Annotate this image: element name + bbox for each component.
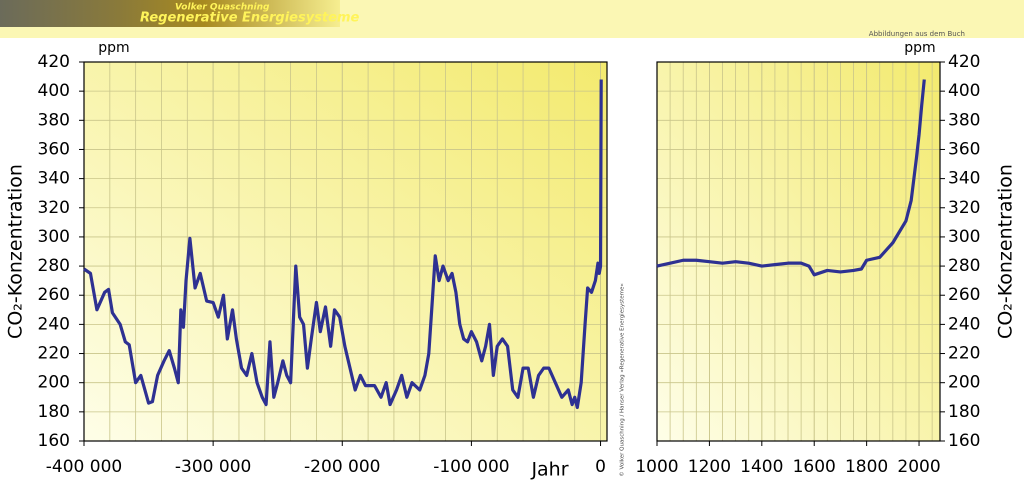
plot-frame bbox=[83, 61, 608, 442]
y-tick-label: 200 bbox=[38, 373, 70, 393]
y-tick-label: 420 bbox=[948, 52, 980, 72]
y-tick-label: 180 bbox=[948, 402, 980, 422]
y-tick-label: 180 bbox=[38, 402, 70, 422]
x-tick-label: 1800 bbox=[845, 457, 888, 477]
y-tick-label: 340 bbox=[948, 169, 980, 189]
y-axis-label: CO₂-Konzentration bbox=[5, 164, 27, 339]
y-tick-label: 380 bbox=[948, 110, 980, 130]
y-tick-label: 240 bbox=[948, 314, 980, 334]
y-tick-label: 400 bbox=[948, 81, 980, 101]
unit-label: ppm bbox=[98, 40, 129, 56]
plots: 160 180 200 220 240 260 280 300 320 340 360 380 400 4… bbox=[5, 40, 1017, 481]
data-line bbox=[83, 79, 603, 410]
header-note: Abbildungen aus dem Buch bbox=[869, 30, 965, 38]
y-tick-label: 160 bbox=[38, 431, 70, 451]
plot-area bbox=[657, 62, 940, 441]
y-tick-label: 160 bbox=[948, 431, 980, 451]
copyright: © Volker Quaschning / Hanser Verlag »Reg… bbox=[619, 283, 626, 476]
y-tick-label: 400 bbox=[38, 81, 70, 101]
y-tick-label: 320 bbox=[38, 198, 70, 218]
x-tick-label: 0 bbox=[595, 457, 606, 477]
header-banner bbox=[0, 0, 340, 27]
x-tick-label: -400 000 bbox=[46, 457, 122, 477]
y-tick-label: 300 bbox=[948, 227, 980, 247]
unit-label: ppm bbox=[904, 40, 935, 56]
x-tick-label: 1200 bbox=[688, 457, 731, 477]
y-tick-label: 260 bbox=[38, 285, 70, 305]
y-tick-label: 300 bbox=[38, 227, 70, 247]
y-tick-label: 200 bbox=[948, 373, 980, 393]
y-tick-label: 280 bbox=[38, 256, 70, 276]
y-tick-label: 280 bbox=[948, 256, 980, 276]
y-tick-label: 220 bbox=[38, 344, 70, 364]
x-axis-label: Jahr bbox=[530, 459, 568, 481]
y-tick-label: 420 bbox=[38, 52, 70, 72]
x-tick-label: 1000 bbox=[635, 457, 678, 477]
y-tick-label: 360 bbox=[38, 139, 70, 159]
plot-area bbox=[84, 62, 607, 441]
header-book: Regenerative Energiesysteme bbox=[140, 11, 360, 26]
y-tick-label: 380 bbox=[38, 110, 70, 130]
y-tick-label: 260 bbox=[948, 285, 980, 305]
data-line bbox=[656, 79, 926, 277]
y-tick-label: 320 bbox=[948, 198, 980, 218]
y-tick-label: 340 bbox=[38, 169, 70, 189]
header-author: Volker Quaschning bbox=[175, 3, 270, 13]
y-tick-label: 220 bbox=[948, 344, 980, 364]
y-tick-label: 240 bbox=[38, 314, 70, 334]
x-tick-label: -200 000 bbox=[304, 457, 380, 477]
x-tick-label: 2000 bbox=[897, 457, 940, 477]
x-tick-label: 1600 bbox=[793, 457, 836, 477]
y-axis-label: CO₂-Konzentration bbox=[995, 164, 1017, 339]
x-tick-label: 1400 bbox=[740, 457, 783, 477]
x-tick-label: -300 000 bbox=[175, 457, 251, 477]
x-tick-label: -100 000 bbox=[433, 457, 509, 477]
y-tick-label: 360 bbox=[948, 139, 980, 159]
plot-frame bbox=[656, 61, 941, 442]
